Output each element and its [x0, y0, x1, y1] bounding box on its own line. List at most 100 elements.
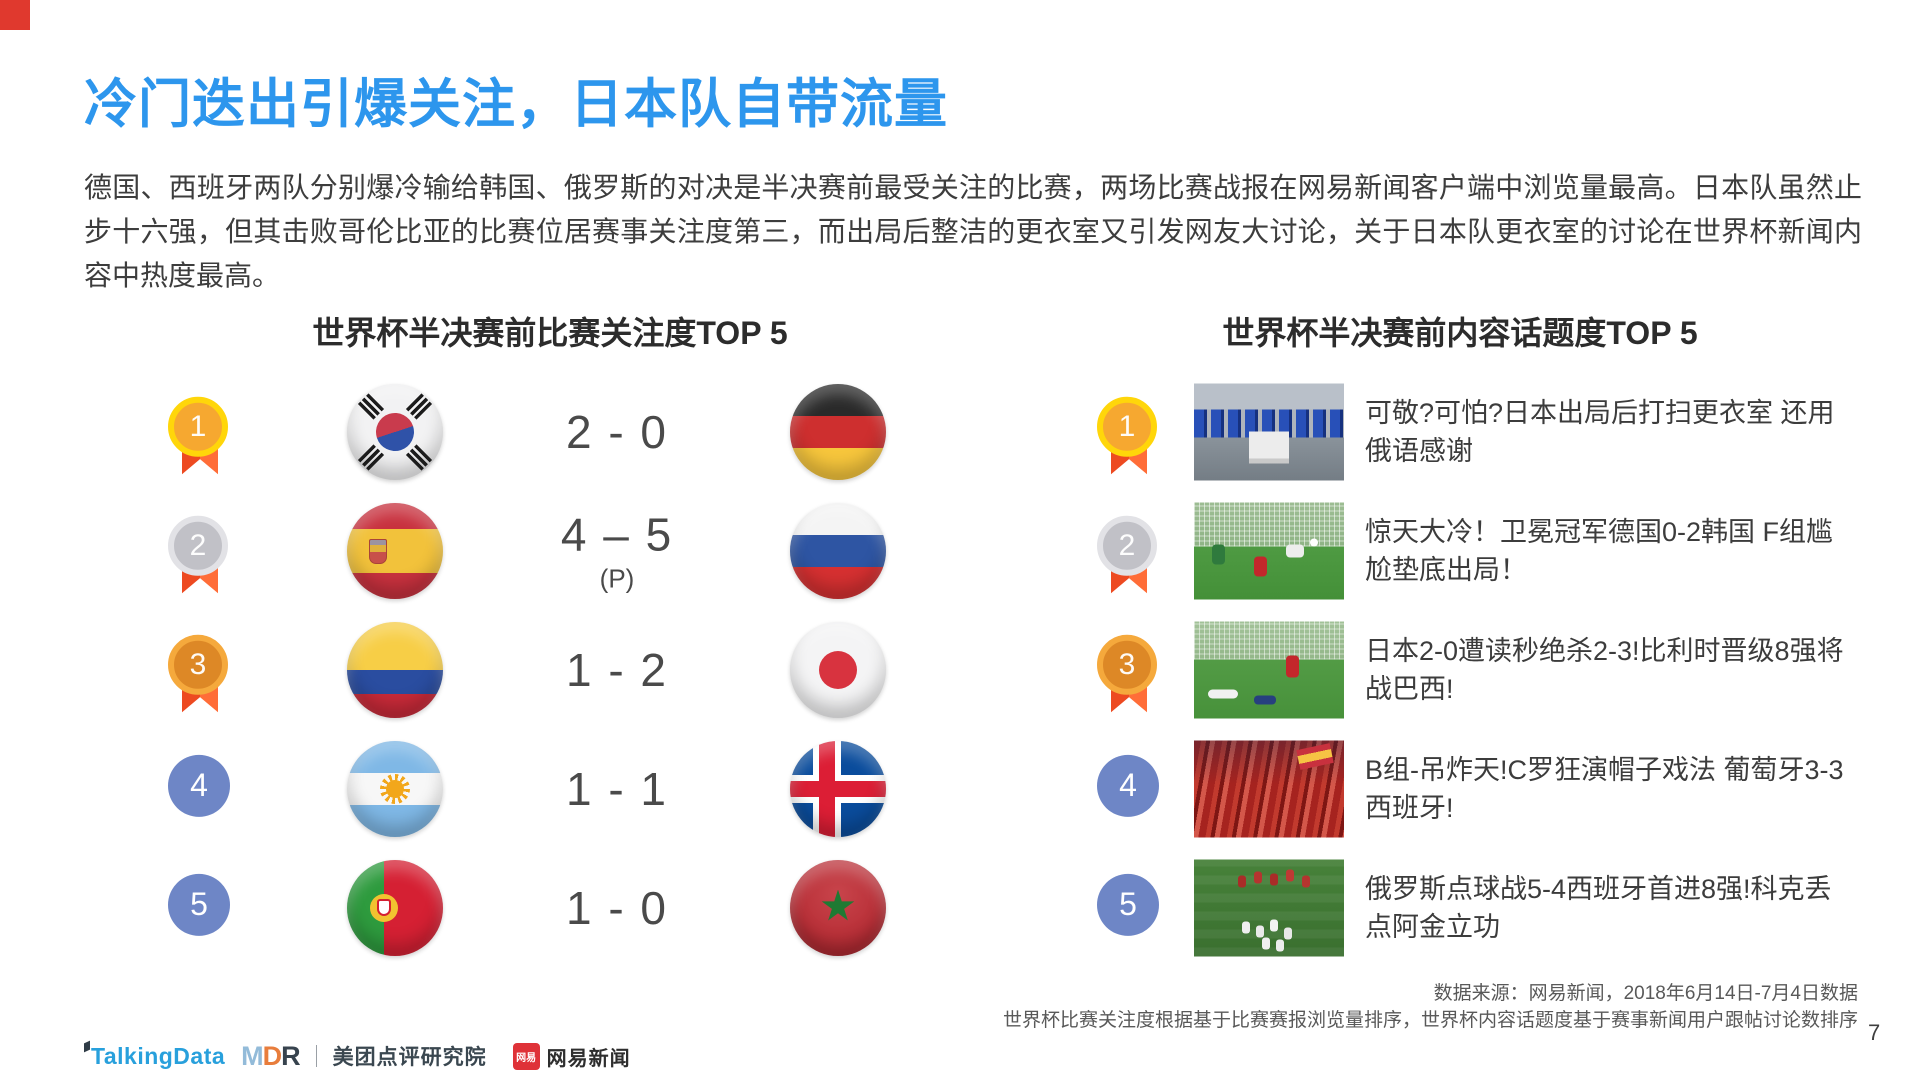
japan-flag-icon — [790, 621, 886, 718]
mdr-logo: MDR — [241, 1041, 300, 1072]
talkingdata-tick-icon — [84, 1040, 90, 1052]
thumb-detail — [1212, 544, 1225, 564]
japan-sun-disc — [819, 650, 857, 689]
news-thumbnail-locker-room — [1194, 383, 1344, 480]
thumb-detail — [1254, 556, 1267, 576]
data-source-note: 数据来源：网易新闻，2018年6月14日-7月4日数据 世界杯比赛关注度根据基于… — [1003, 980, 1858, 1034]
rank-badge-2: 2 — [168, 515, 232, 594]
thumb-detail — [1249, 431, 1289, 463]
netease-news-logo: 网易 网易新闻 — [512, 1042, 631, 1071]
news-headline: 日本2-0遭读秒绝杀2-3!比利时晋级8强将战巴西! — [1365, 635, 1844, 704]
corner-accent-mark — [0, 0, 30, 30]
rank-number: 3 — [168, 634, 228, 695]
score-text: 1 - 2 — [565, 643, 669, 696]
russia-flag-icon — [790, 502, 886, 599]
thumb-detail — [1310, 538, 1318, 546]
match-row-4: 4 1 - 1 — [0, 729, 1921, 848]
thumb-detail — [1286, 655, 1299, 677]
topic-panel-title: 世界杯半决赛前内容话题度TOP 5 — [1222, 315, 1698, 351]
news-headline: 惊天大冷！卫冕冠军德国0-2韩国 F组尴尬垫底出局！ — [1365, 516, 1834, 585]
score-2: 4 – 5 (P) — [507, 507, 727, 594]
rank-badge-4: 4 — [168, 754, 232, 817]
thumb-detail — [1194, 621, 1344, 659]
score-text: 4 – 5 — [560, 508, 674, 560]
mdr-letter-d: D — [262, 1040, 282, 1071]
iceland-flag-icon — [790, 740, 886, 837]
gold-medal-icon: 1 — [168, 396, 232, 475]
match-row-1: 1 2 - 0 — [0, 372, 1921, 491]
thumb-detail — [1296, 742, 1334, 770]
news-thumbnail-match-goal — [1194, 502, 1344, 599]
data-source-line-1: 数据来源：网易新闻，2018年6月14日-7月4日数据 — [1433, 983, 1858, 1004]
rank-badge-3: 3 — [168, 634, 232, 713]
bronze-medal-icon: 3 — [168, 634, 232, 713]
thumb-detail — [1194, 383, 1344, 396]
spain-crest — [369, 538, 387, 564]
bronze-medal-icon: 3 — [1097, 634, 1161, 713]
score-5: 1 - 0 — [507, 881, 727, 935]
argentina-flag-icon — [347, 740, 443, 837]
rank-number: 1 — [1097, 396, 1157, 457]
sun-of-may-icon — [380, 773, 410, 804]
topic-row-2: 2 惊天大冷！卫冕冠军德国0-2韩国 F组尴尬垫底出局！ — [0, 491, 1921, 610]
intro-paragraph: 德国、西班牙两队分别爆冷输给韩国、俄罗斯的对决是半决赛前最受关注的比赛，两场比赛… — [84, 172, 1862, 291]
rank-badge-3: 3 — [1097, 634, 1161, 713]
talkingdata-logo: TalkingData — [84, 1040, 226, 1070]
meituan-dianping-institute-label: 美团点评研究院 — [332, 1046, 487, 1069]
news-headline: 可敬?可怕?日本出局后打扫更衣室 还用俄语感谢 — [1365, 397, 1835, 466]
colombia-flag-icon — [347, 621, 443, 718]
thumb-detail — [1208, 689, 1238, 698]
score-text: 1 - 0 — [565, 881, 669, 934]
thumb-detail — [1254, 695, 1276, 704]
netease-badge-icon: 网易 — [512, 1042, 540, 1070]
gold-medal-icon: 1 — [1097, 396, 1161, 475]
topic-row-4: 4 B组-吊炸天!C罗狂演帽子戏法 葡萄牙3-3西班牙! — [0, 729, 1921, 848]
score-1: 2 - 0 — [507, 405, 727, 459]
silver-medal-icon: 2 — [1097, 515, 1161, 594]
rank-badge-2: 2 — [1097, 515, 1161, 594]
rank-number: 5 — [1097, 873, 1159, 936]
rank-number: 3 — [1097, 634, 1157, 695]
rank-badge-4: 4 — [1097, 754, 1161, 817]
score-text: 2 - 0 — [565, 405, 669, 458]
portugal-shield — [377, 898, 391, 916]
news-thumbnail-fans-crowd — [1194, 740, 1344, 837]
page-number: 7 — [1868, 1020, 1881, 1045]
slide-title: 冷门迭出引爆关注，日本队自带流量 — [84, 75, 948, 134]
news-thumbnail-penalty-celebration — [1194, 859, 1344, 956]
news-thumbnail-match-fallen — [1194, 621, 1344, 718]
mdr-letter-r: R — [281, 1040, 300, 1071]
rank-badge-1: 1 — [1097, 396, 1161, 475]
portugal-crest — [370, 893, 398, 922]
news-headline: B组-吊炸天!C罗狂演帽子戏法 葡萄牙3-3西班牙! — [1365, 754, 1844, 823]
rank-number: 4 — [168, 754, 230, 817]
rank-number: 2 — [1097, 515, 1157, 576]
thumb-detail — [1194, 502, 1344, 546]
score-note: (P) — [599, 563, 635, 593]
ranking-rows: 1 2 - 0 2 — [0, 372, 1921, 972]
talkingdata-wordmark: TalkingData — [91, 1042, 226, 1069]
thumb-detail — [1286, 544, 1304, 557]
rank-badge-5: 5 — [1097, 873, 1161, 936]
netease-news-label: 网易新闻 — [546, 1047, 631, 1070]
mdr-letter-m: M — [241, 1040, 263, 1071]
topic-row-1: 1 可敬?可怕?日本出局后打扫更衣室 还用俄语感谢 — [0, 372, 1921, 491]
rank-number: 2 — [168, 515, 228, 576]
match-row-5: 5 1 - 0 — [0, 848, 1921, 967]
match-panel-title: 世界杯半决赛前比赛关注度TOP 5 — [312, 315, 788, 351]
score-text: 1 - 1 — [565, 762, 669, 815]
match-row-3: 3 1 - 2 — [0, 610, 1921, 729]
score-3: 1 - 2 — [507, 643, 727, 697]
silver-medal-icon: 2 — [168, 515, 232, 594]
morocco-flag-icon — [790, 859, 886, 956]
footer-logos: TalkingData MDR 美团点评研究院 网易 网易新闻 — [84, 1040, 631, 1072]
south-korea-flag-icon — [347, 383, 443, 480]
topic-row-3: 3 日本2-0遭读秒绝杀2-3!比利时晋级8强将战巴西! — [0, 610, 1921, 729]
rank-badge-5: 5 — [168, 873, 232, 936]
data-source-line-2: 世界杯比赛关注度根据基于比赛赛报浏览量排序，世界杯内容话题度基于赛事新闻用户跟帖… — [1002, 1010, 1858, 1031]
germany-flag-icon — [790, 383, 886, 480]
logo-divider — [315, 1045, 317, 1067]
rank-number: 4 — [1097, 754, 1159, 817]
portugal-flag-icon — [347, 859, 443, 956]
